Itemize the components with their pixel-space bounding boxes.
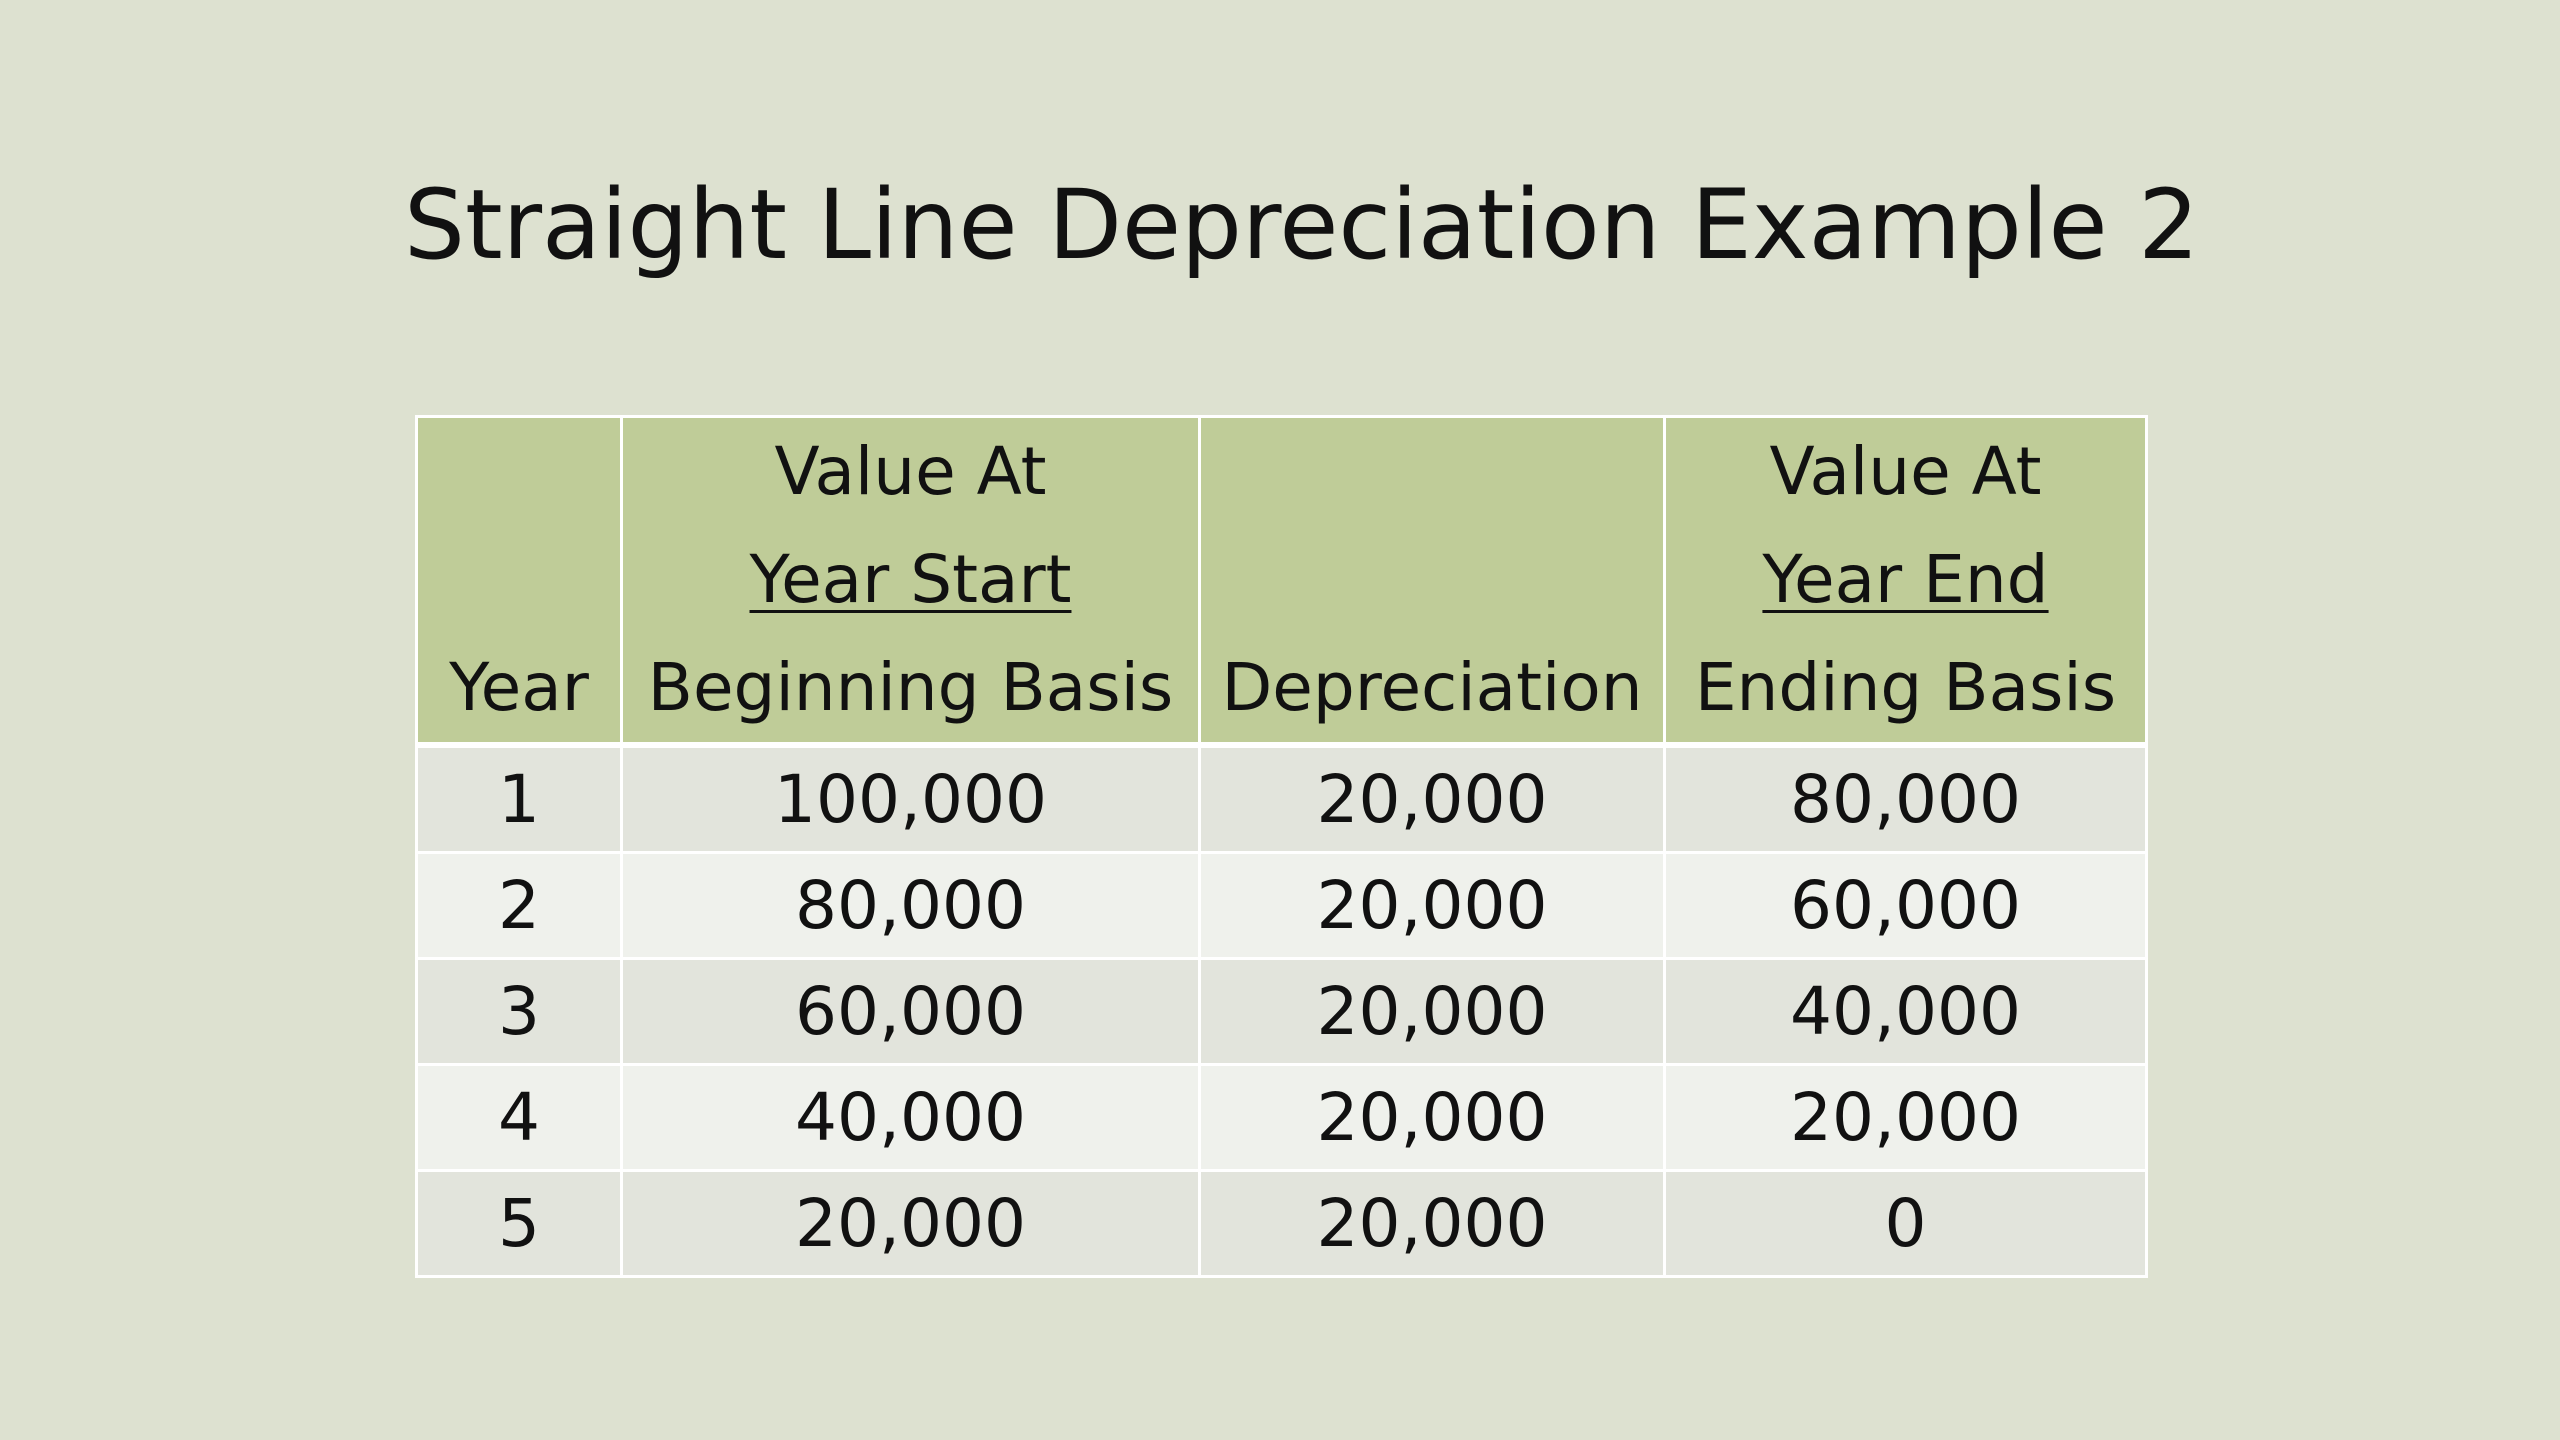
cell-year: 1	[415, 743, 623, 854]
cell-year: 3	[415, 957, 623, 1066]
cell-ending-basis: 0	[1663, 1169, 2148, 1278]
cell-beginning-basis: 60,000	[620, 957, 1201, 1066]
header-beginning-basis: Value At Year Start Beginning Basis	[620, 415, 1201, 747]
slide-title: Straight Line Depreciation Example 2	[404, 169, 2200, 281]
cell-ending-basis: 60,000	[1663, 851, 2148, 960]
header-beginning-line1: Value At	[774, 433, 1047, 510]
header-ending-line3: Ending Basis	[1694, 649, 2117, 726]
cell-depreciation: 20,000	[1198, 851, 1666, 960]
cell-beginning-basis: 100,000	[620, 743, 1201, 854]
table-header-row: Year Value At Year Start Beginning Basis…	[415, 415, 2148, 747]
header-depreciation: Depreciation	[1198, 415, 1666, 747]
header-ending-basis: Value At Year End Ending Basis	[1663, 415, 2148, 747]
header-beginning-line2: Year Start	[749, 541, 1072, 618]
header-beginning-line3: Beginning Basis	[647, 649, 1174, 726]
header-depreciation-label: Depreciation	[1221, 649, 1643, 726]
cell-beginning-basis: 40,000	[620, 1063, 1201, 1172]
table-row: 2 80,000 20,000 60,000	[415, 851, 2148, 960]
cell-ending-basis: 80,000	[1663, 743, 2148, 854]
cell-depreciation: 20,000	[1198, 957, 1666, 1066]
table-row: 5 20,000 20,000 0	[415, 1169, 2148, 1278]
table-row: 4 40,000 20,000 20,000	[415, 1063, 2148, 1172]
cell-beginning-basis: 80,000	[620, 851, 1201, 960]
header-year: Year	[415, 415, 623, 747]
header-year-label: Year	[449, 649, 589, 726]
cell-depreciation: 20,000	[1198, 1063, 1666, 1172]
cell-year: 2	[415, 851, 623, 960]
cell-depreciation: 20,000	[1198, 743, 1666, 854]
cell-beginning-basis: 20,000	[620, 1169, 1201, 1278]
cell-ending-basis: 40,000	[1663, 957, 2148, 1066]
cell-ending-basis: 20,000	[1663, 1063, 2148, 1172]
header-ending-line2: Year End	[1762, 541, 2049, 618]
header-ending-line1: Value At	[1769, 433, 2042, 510]
cell-depreciation: 20,000	[1198, 1169, 1666, 1278]
cell-year: 4	[415, 1063, 623, 1172]
depreciation-table: Year Value At Year Start Beginning Basis…	[415, 415, 2148, 1278]
cell-year: 5	[415, 1169, 623, 1278]
table-row: 1 100,000 20,000 80,000	[415, 743, 2148, 854]
table-row: 3 60,000 20,000 40,000	[415, 957, 2148, 1066]
